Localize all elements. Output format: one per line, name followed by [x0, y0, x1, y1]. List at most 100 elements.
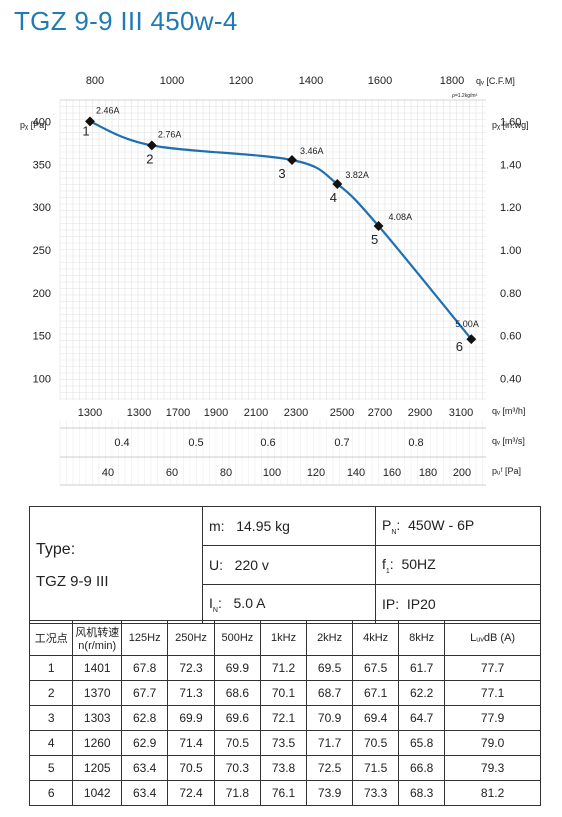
bottom-tick-m3h: 2700 — [368, 407, 392, 419]
bottom-tick-pdf: 200 — [453, 467, 471, 479]
bottom-axis-label-m3s: qᵥ [m³/s] — [492, 436, 525, 446]
table-cell: 71.3 — [167, 680, 215, 706]
performance-body: 1 1401 67.8 72.3 69.9 71.2 69.5 67.5 61.7 77.7 2 13… — [28, 655, 541, 806]
type-cell: Type: TGZ 9-9 III — [29, 506, 203, 624]
top-tick: 1400 — [299, 75, 323, 87]
right-tick: 0.60 — [500, 331, 521, 343]
table-cell: 63.4 — [121, 780, 169, 806]
perf-header-9: LᵤᵥdB (A) — [444, 620, 541, 656]
bottom-tick-pdf: 120 — [307, 467, 325, 479]
table-cell: 71.2 — [260, 655, 308, 681]
table-cell: 62.9 — [121, 730, 169, 756]
table-row: 6 1042 63.4 72.4 71.8 76.1 73.9 73.3 68.3 81.2 — [28, 780, 541, 806]
frequency-value: 50HZ — [401, 555, 436, 572]
data-point-4 — [332, 179, 343, 189]
table-cell: 77.7 — [444, 655, 541, 681]
performance-table: 工况点 风机转速 n(r/min) 125Hz 250Hz 500Hz 1kHz 2kHz 4… — [28, 620, 541, 806]
ip-label: IP: — [382, 596, 400, 612]
table-cell: 62.8 — [121, 705, 169, 731]
bottom-tick-pdf: 40 — [102, 467, 114, 479]
mass-label: m: — [209, 518, 225, 534]
left-tick: 400 — [33, 116, 51, 128]
bottom-tick-m3h: 2100 — [244, 407, 268, 419]
bottom-tick-m3h: 2900 — [408, 407, 432, 419]
table-cell: 67.5 — [352, 655, 400, 681]
table-cell: 76.1 — [260, 780, 308, 806]
page-title: TGZ 9-9 III 450w-4 — [14, 6, 238, 36]
point-id-2: 2 — [146, 151, 153, 166]
table-cell: 1042 — [72, 780, 123, 806]
table-cell: 62.2 — [398, 680, 446, 706]
bottom-axis-label-m3h: qᵥ [m³/h] — [492, 406, 525, 416]
current-label: I — [209, 594, 213, 611]
data-point-2 — [146, 140, 157, 151]
table-cell: 2 — [28, 680, 74, 706]
left-axis-label: pᵪ [Pa] — [20, 120, 47, 130]
perf-header-4: 500Hz — [213, 620, 262, 656]
data-point-3 — [287, 155, 297, 165]
perf-header-2: 125Hz — [121, 620, 169, 656]
table-cell: 1303 — [72, 705, 123, 731]
bottom-axis-label-pdf: pᵤᶠ [Pa] — [492, 466, 521, 476]
ip-value: IP20 — [406, 596, 436, 612]
table-cell: 66.8 — [398, 755, 446, 781]
table-cell: 1260 — [72, 730, 123, 756]
current-label-6: 5.00A — [455, 319, 479, 329]
table-cell: 1 — [28, 655, 74, 681]
top-tick: 1200 — [229, 75, 253, 87]
table-row: 4 1260 62.9 71.4 70.5 73.5 71.7 70.5 65.8 79.0 — [28, 730, 541, 756]
bottom-tick-pdf: 140 — [347, 467, 365, 479]
fan-performance-chart: 800 1000 1200 1400 1600 1800 qᵥ [C.F.M]ρ=1.2kg… — [20, 75, 529, 486]
right-tick: 0.40 — [500, 374, 521, 386]
table-cell: 5 — [28, 755, 74, 781]
top-axis-label: qᵥ [C.F.M] — [476, 76, 515, 86]
table-cell: 79.3 — [444, 755, 541, 781]
table-cell: 70.5 — [167, 755, 215, 781]
table-cell: 69.5 — [306, 655, 354, 681]
table-cell: 1401 — [72, 655, 123, 681]
data-point-1 — [85, 116, 95, 127]
bottom-tick-m3h: 1300 — [127, 407, 151, 419]
table-cell: 70.1 — [260, 680, 308, 706]
bottom-tick-m3h: 1300 — [78, 407, 102, 419]
bottom-tick-m3h: 1700 — [166, 407, 190, 419]
point-id-5: 5 — [371, 232, 378, 247]
right-axis-label: pᵪ [in.wg] — [492, 120, 529, 130]
bottom-tick-m3s: 0.5 — [188, 437, 203, 449]
table-cell: 72.4 — [167, 780, 215, 806]
current-label-1: 2.46A — [96, 105, 120, 115]
bottom-tick-m3h: 2300 — [284, 407, 308, 419]
power-sub: N — [391, 528, 397, 536]
spec-table: Type: TGZ 9-9 III m: 14.95 kg PN: 450W -… — [29, 506, 541, 624]
table-cell: 69.9 — [167, 705, 215, 731]
left-tick: 100 — [33, 374, 51, 386]
point-id-1: 1 — [82, 123, 89, 138]
current-label-2: 2.76A — [158, 129, 182, 139]
voltage-label: U: — [209, 557, 223, 573]
left-tick: 350 — [33, 159, 51, 171]
bottom-tick-m3s: 0.7 — [334, 437, 349, 449]
power-cell: PN: 450W - 6P — [375, 506, 541, 546]
current-value: 5.0 A — [233, 594, 266, 611]
frequency-sub: 1 — [385, 567, 390, 575]
bottom-tick-m3h: 1900 — [204, 407, 228, 419]
voltage-cell: U: 220 v — [202, 545, 376, 585]
top-tick: 1600 — [368, 75, 392, 87]
table-cell: 4 — [28, 730, 74, 756]
bottom-tick-pdf: 60 — [166, 467, 178, 479]
point-id-4: 4 — [330, 190, 337, 205]
table-cell: 61.7 — [398, 655, 446, 681]
bottom-tick-m3h: 2500 — [330, 407, 354, 419]
table-row: 1 1401 67.8 72.3 69.9 71.2 69.5 67.5 61.7 77.7 — [28, 655, 541, 681]
table-cell: 70.9 — [306, 705, 354, 731]
left-tick: 150 — [33, 331, 51, 343]
table-cell: 3 — [28, 705, 74, 731]
table-row: 2 1370 67.7 71.3 68.6 70.1 68.7 67.1 62.2 77.1 — [28, 680, 541, 706]
density-note: ρ=1.2kg/m³ — [452, 93, 478, 99]
mass-value: 14.95 kg — [236, 518, 290, 534]
left-tick: 200 — [33, 288, 51, 300]
right-tick: 0.80 — [500, 288, 521, 300]
right-tick: 1.20 — [500, 202, 521, 214]
power-label: P — [382, 516, 392, 533]
perf-header-1: 风机转速 n(r/min) — [72, 620, 123, 656]
